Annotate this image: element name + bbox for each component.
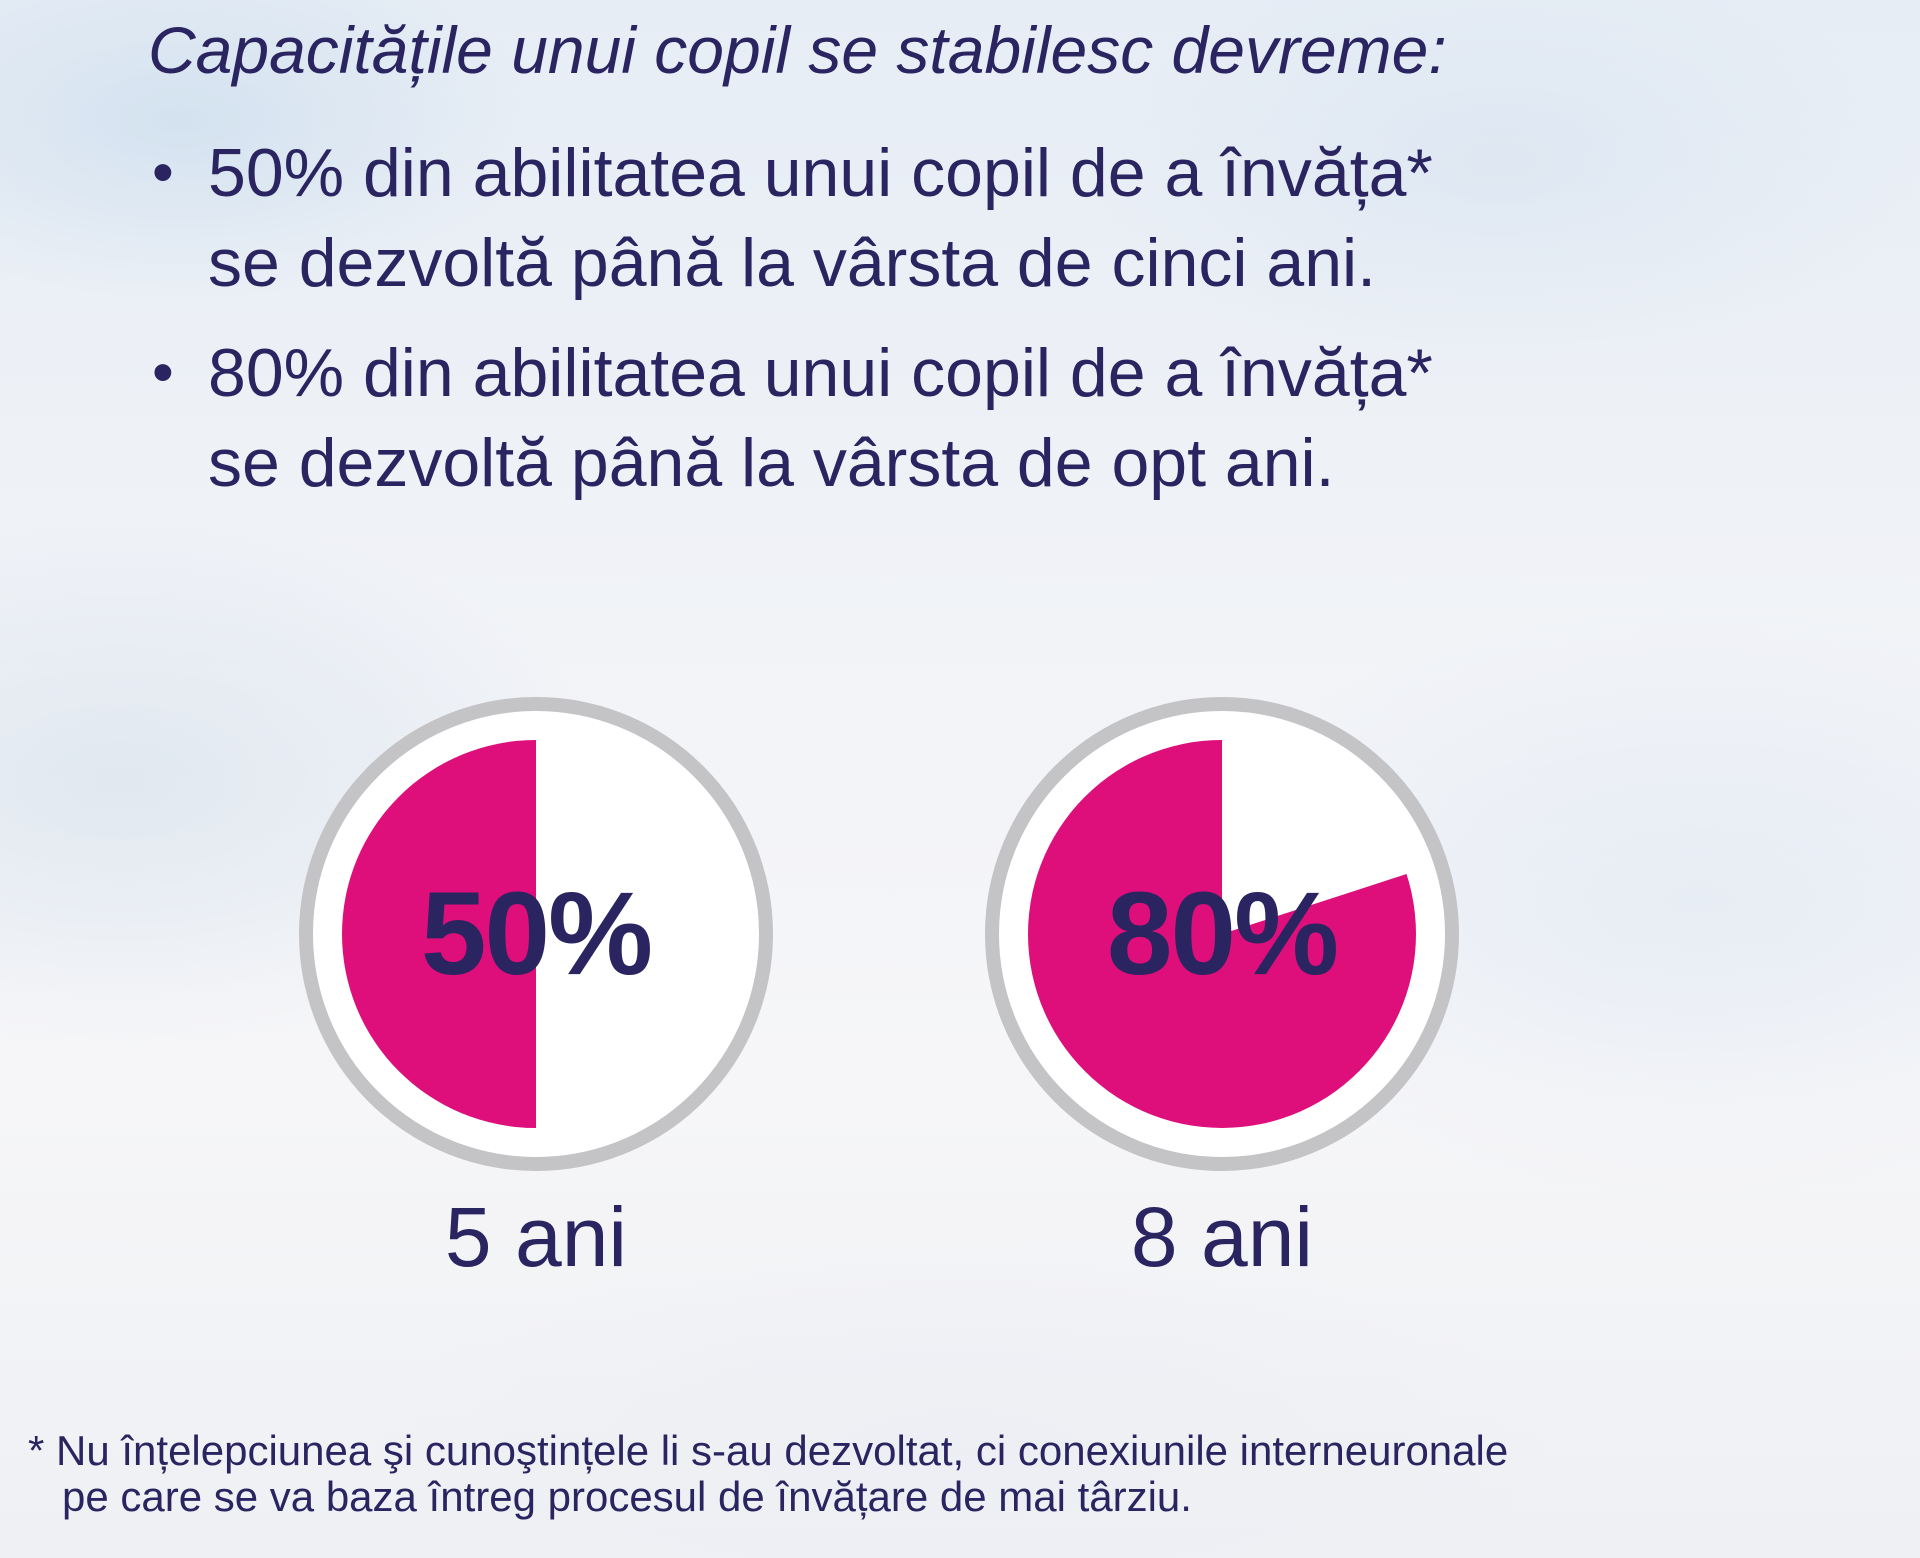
bullet-line: 80% din abilitatea unui copil de a învăț…: [208, 335, 1433, 411]
gauge-slice: [342, 740, 536, 1128]
footnote: * Nu înțelepciunea şi cunoştințele li s-…: [28, 1428, 1508, 1520]
bullet-item: • 80% din abilitatea unui copil de a înv…: [148, 328, 1433, 508]
bullet-marker: •: [152, 138, 174, 207]
gauge-5-years: 50%: [286, 684, 786, 1184]
footnote-line: pe care se va baza întreg procesul de în…: [62, 1473, 1192, 1520]
bullet-line: 50% din abilitatea unui copil de a învăț…: [208, 135, 1433, 211]
gauge-slice: [1027, 740, 1416, 1128]
gauge-chart: [299, 697, 773, 1171]
bullet-line: se dezvoltă până la vârsta de opt ani.: [208, 425, 1335, 501]
footnote-line: * Nu înțelepciunea şi cunoştințele li s-…: [28, 1427, 1509, 1474]
headline: Capacitățile unui copil se stabilesc dev…: [148, 13, 1447, 87]
bullet-marker: •: [152, 338, 174, 407]
bullet-item: • 50% din abilitatea unui copil de a înv…: [148, 128, 1433, 308]
gauge-8-years: 80%: [972, 684, 1472, 1184]
bullet-list: • 50% din abilitatea unui copil de a înv…: [148, 128, 1433, 528]
gauge-value-label: 80%: [1106, 868, 1339, 1000]
gauge-chart: [985, 697, 1459, 1171]
bullet-line: se dezvoltă până la vârsta de cinci ani.: [208, 225, 1377, 301]
gauge-value-label: 50%: [420, 868, 653, 1000]
gauge-caption: 5 ani: [444, 1190, 628, 1284]
gauge-caption: 8 ani: [1130, 1190, 1314, 1284]
